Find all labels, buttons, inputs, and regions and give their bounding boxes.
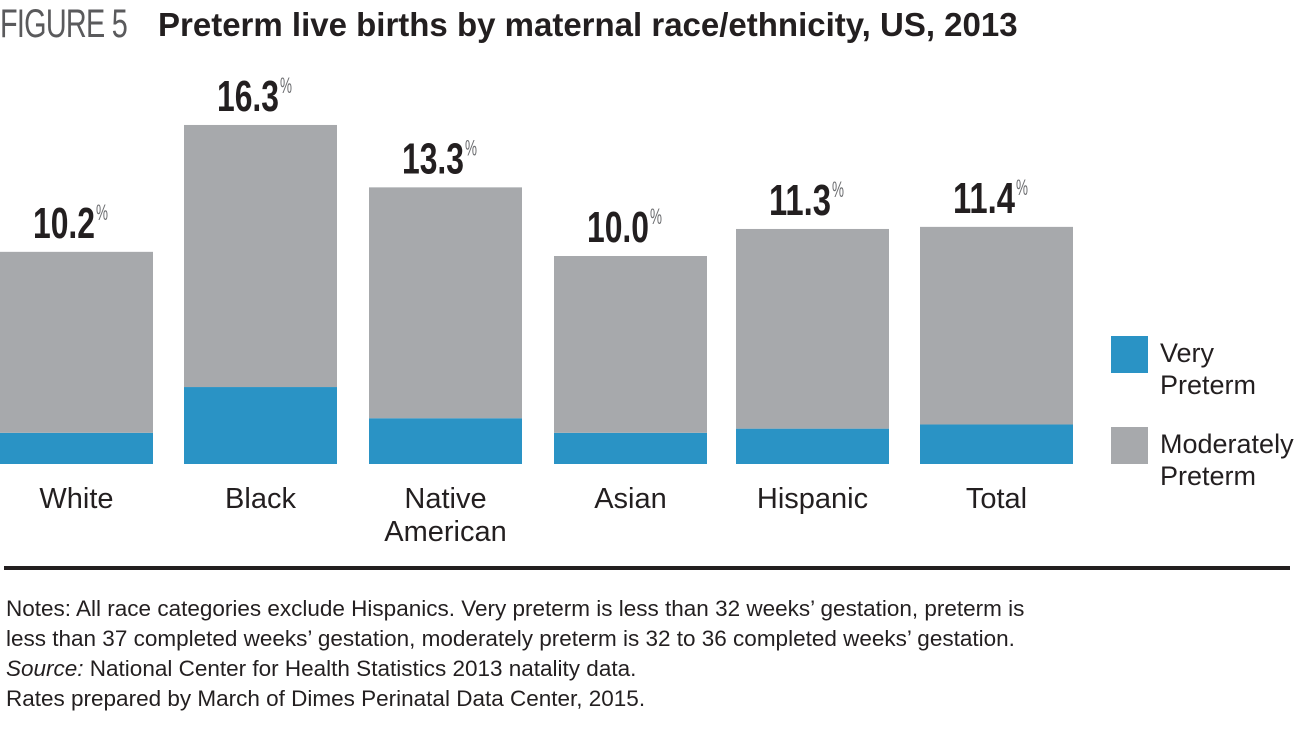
category-label-native-american: Native American: [384, 483, 507, 548]
value-number: 16.3: [217, 72, 279, 121]
category-label-line: Total: [966, 483, 1027, 515]
bar-very-preterm-native-american: [369, 418, 522, 464]
value-number: 13.3: [402, 134, 464, 183]
notes-line-2: less than 37 completed weeks’ gestation,…: [6, 626, 1015, 651]
percent-sign: %: [650, 204, 662, 229]
figure-title: Preterm live births by maternal race/eth…: [158, 5, 1018, 43]
category-labels-group: White Black Native American Asian Hispanic Tot…: [39, 483, 1027, 548]
value-number: 11.4: [953, 174, 1015, 223]
source-line: Source: National Center for Health Stati…: [6, 654, 1306, 684]
percent-sign: %: [1016, 175, 1028, 200]
percent-sign: %: [280, 73, 292, 98]
legend-label-line: Preterm: [1160, 461, 1256, 491]
value-label-white: 10.2%: [33, 199, 108, 248]
source-label: Source:: [6, 656, 84, 681]
bar-very-preterm-total: [920, 424, 1073, 464]
bar-very-preterm-white: [0, 432, 153, 464]
legend-label-moderately-preterm: Moderately Preterm: [1160, 429, 1294, 491]
legend-label-very-preterm: Very Preterm: [1160, 338, 1256, 400]
value-label-total: 11.4%: [953, 174, 1028, 223]
percent-sign: %: [465, 135, 477, 160]
value-number: 11.3: [769, 176, 831, 225]
value-number: 10.2: [33, 199, 95, 248]
category-label-hispanic: Hispanic: [757, 483, 868, 515]
category-label-line: Asian: [594, 483, 667, 515]
bar-very-preterm-hispanic: [736, 428, 889, 464]
value-label-native-american: 13.3%: [402, 134, 477, 183]
bar-moderately-preterm-asian: [554, 256, 707, 433]
value-label-hispanic: 11.3%: [769, 176, 844, 225]
notes-line-4: Rates prepared by March of Dimes Perinat…: [6, 686, 646, 711]
bar-moderately-preterm-total: [920, 226, 1073, 425]
category-label-black: Black: [225, 483, 296, 515]
bar-very-preterm-asian: [554, 432, 707, 464]
legend-swatch-very-preterm: [1111, 336, 1148, 373]
bar-moderately-preterm-black: [184, 124, 337, 388]
legend-label-line: Preterm: [1160, 370, 1256, 400]
notes-block: Notes: All race categories exclude Hispa…: [6, 594, 1306, 714]
percent-sign: %: [832, 177, 844, 202]
legend-label-line: Moderately: [1160, 429, 1294, 459]
value-labels-group: 10.2%16.3%13.3%10.0% 11.3% 11.4%: [33, 72, 1028, 252]
category-label-line: Black: [225, 483, 296, 515]
value-label-asian: 10.0%: [587, 203, 662, 252]
notes-line-1: Notes: All race categories exclude Hispa…: [6, 596, 1025, 621]
bar-moderately-preterm-white: [0, 251, 153, 433]
bar-moderately-preterm-hispanic: [736, 228, 889, 429]
figure-header: FIGURE 5 Preterm live births by maternal …: [0, 2, 1018, 52]
category-label-line: American: [384, 516, 507, 548]
legend-label-line: Very: [1160, 338, 1215, 368]
legend-swatch-moderately-preterm: [1111, 427, 1148, 464]
stacked-bar-chart: 10.2%16.3%13.3%10.0% 11.3% 11.4% White Blac…: [0, 72, 1294, 548]
divider-rule: [4, 566, 1290, 570]
source-text: National Center for Health Statistics 20…: [83, 656, 637, 681]
bar-moderately-preterm-native-american: [369, 187, 522, 419]
bars-group: [0, 124, 1073, 464]
category-label-total: Total: [966, 483, 1027, 515]
category-label-line: Hispanic: [757, 483, 868, 515]
value-label-black: 16.3%: [217, 72, 292, 121]
figure-label: FIGURE 5: [0, 2, 128, 46]
category-label-white: White: [39, 483, 113, 515]
category-label-line: White: [39, 483, 113, 515]
value-number: 10.0: [587, 203, 649, 252]
category-label-asian: Asian: [594, 483, 667, 515]
category-label-line: Native: [404, 483, 486, 515]
bar-very-preterm-black: [184, 387, 337, 464]
percent-sign: %: [96, 200, 108, 225]
